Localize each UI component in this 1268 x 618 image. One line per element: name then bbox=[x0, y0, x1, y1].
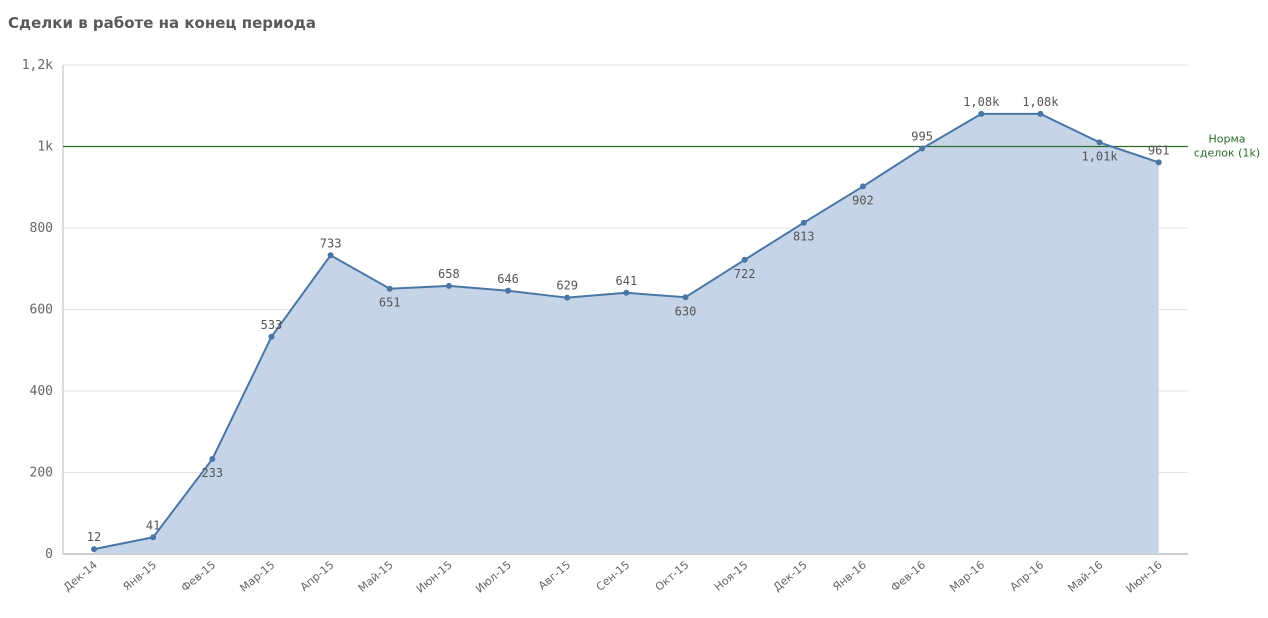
data-point bbox=[386, 285, 393, 292]
data-point bbox=[327, 252, 334, 259]
x-tick-label: Июн-16 bbox=[1124, 558, 1165, 595]
x-tick-label: Дек-14 bbox=[61, 558, 100, 594]
data-label: 733 bbox=[320, 236, 342, 250]
data-point bbox=[800, 219, 807, 226]
reference-line-label: Норма bbox=[1208, 133, 1245, 146]
data-point bbox=[91, 546, 97, 553]
x-tick-label: Окт-15 bbox=[653, 558, 692, 593]
x-tick-label: Сен-15 bbox=[594, 558, 633, 593]
data-point bbox=[1096, 139, 1103, 146]
y-tick-label: 400 bbox=[30, 384, 53, 399]
data-label: 12 bbox=[87, 530, 101, 544]
x-tick-label: Май-16 bbox=[1065, 558, 1105, 595]
data-label: 233 bbox=[201, 466, 223, 480]
x-tick-label: Фев-16 bbox=[889, 558, 929, 594]
data-point bbox=[150, 534, 157, 541]
data-point bbox=[919, 145, 926, 152]
x-tick-label: Ноя-15 bbox=[712, 558, 751, 593]
data-label: 961 bbox=[1148, 143, 1170, 157]
x-tick-label: Мар-15 bbox=[237, 558, 277, 594]
data-label: 630 bbox=[675, 304, 697, 318]
x-tick-label: Апр-15 bbox=[298, 558, 337, 593]
area-fill bbox=[94, 113, 1159, 555]
x-tick-label: Апр-16 bbox=[1008, 558, 1047, 593]
data-label: 722 bbox=[734, 267, 756, 281]
data-point bbox=[741, 256, 748, 263]
x-tick-label: Фев-15 bbox=[179, 558, 219, 594]
x-tick-label: Янв-15 bbox=[121, 558, 159, 593]
data-point bbox=[209, 456, 216, 463]
data-label: 1,08k bbox=[963, 95, 1000, 109]
data-label: 1,08k bbox=[1022, 95, 1059, 109]
data-label: 1,01k bbox=[1081, 149, 1118, 163]
x-tick-label: Июн-15 bbox=[414, 558, 455, 595]
data-point bbox=[682, 294, 689, 301]
data-point bbox=[978, 110, 985, 117]
x-tick-label: Авг-15 bbox=[536, 558, 573, 592]
x-tick-label: Июл-15 bbox=[473, 558, 514, 595]
y-tick-label: 1k bbox=[37, 140, 53, 155]
data-label: 995 bbox=[911, 130, 933, 144]
x-tick-label: Янв-16 bbox=[830, 558, 868, 593]
data-label: 646 bbox=[497, 272, 519, 286]
data-point bbox=[445, 282, 452, 289]
chart-title: Сделки в работе на конец периода bbox=[8, 14, 317, 32]
data-label: 629 bbox=[556, 279, 578, 293]
reference-line-label: сделок (1k) bbox=[1194, 147, 1260, 160]
x-tick-label: Дек-15 bbox=[771, 558, 810, 594]
data-label: 641 bbox=[616, 274, 638, 288]
y-tick-label: 800 bbox=[30, 221, 53, 236]
x-tick-label: Мар-16 bbox=[947, 558, 987, 594]
data-point bbox=[268, 333, 275, 340]
data-point bbox=[623, 289, 630, 296]
data-label: 902 bbox=[852, 193, 874, 207]
x-tick-label: Май-15 bbox=[356, 558, 396, 595]
data-point bbox=[564, 294, 571, 301]
data-label: 813 bbox=[793, 230, 815, 244]
data-label: 658 bbox=[438, 267, 460, 281]
data-label: 533 bbox=[261, 318, 283, 332]
data-label: 651 bbox=[379, 296, 401, 310]
data-point bbox=[1037, 110, 1044, 117]
y-tick-label: 600 bbox=[30, 303, 53, 318]
y-tick-label: 200 bbox=[30, 466, 53, 481]
y-tick-label: 0 bbox=[45, 547, 53, 562]
data-point bbox=[859, 183, 866, 190]
y-tick-label: 1,2k bbox=[22, 58, 53, 73]
data-point bbox=[1155, 159, 1162, 166]
data-label: 41 bbox=[146, 518, 160, 532]
data-point bbox=[505, 287, 512, 294]
